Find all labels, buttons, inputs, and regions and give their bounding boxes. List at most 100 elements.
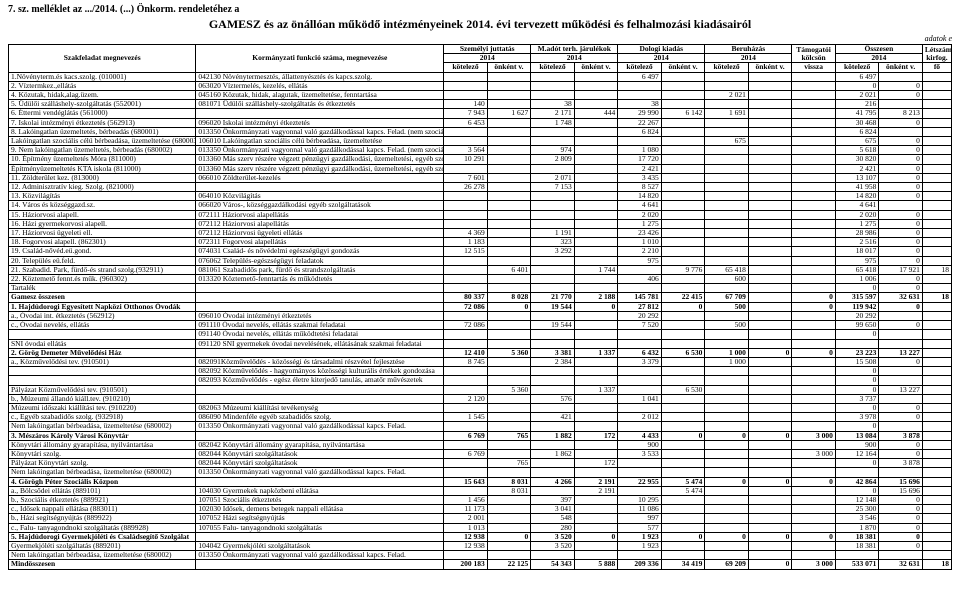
cell-value <box>444 127 488 136</box>
cell-value <box>705 376 749 385</box>
cell-value <box>748 146 792 155</box>
cell-value <box>574 468 618 477</box>
cell-value: 19 544 <box>531 321 575 330</box>
table-row: b., Szociális étkeztetés (889921)107051 … <box>9 495 952 504</box>
table-row: c., Egyéb szabadidős szolg. (932918)0860… <box>9 413 952 422</box>
cell-value: 7 153 <box>531 183 575 192</box>
cell-value <box>661 247 705 256</box>
cell-value: 8 213 <box>879 109 923 118</box>
top-annotation: 7. sz. melléklet az .../2014. (...) Önko… <box>8 4 952 15</box>
cell-value <box>792 173 836 182</box>
cell-value: 18 381 <box>835 541 879 550</box>
cell-value: 18 <box>922 265 951 274</box>
cell-func <box>196 302 444 311</box>
cell-task: 7. Iskolai intézményi étkeztetés (562913… <box>9 118 196 127</box>
cell-value: 975 <box>835 256 879 265</box>
cell-value: 32 631 <box>879 560 923 569</box>
cell-value: 0 <box>835 376 879 385</box>
cell-value <box>444 339 488 348</box>
cell-task: b., Házi segítségnyújtás (889922) <box>9 514 196 523</box>
cell-value <box>574 376 618 385</box>
cell-value: 3 564 <box>444 146 488 155</box>
cell-task: 1.Növényterm.és kacs.szolg. (010001) <box>9 72 196 81</box>
cell-value <box>444 311 488 320</box>
cell-value <box>705 72 749 81</box>
cell-value: 1 748 <box>531 118 575 127</box>
cell-value <box>661 403 705 412</box>
table-row: 2. Görög Demeter Művelődési Ház12 4105 3… <box>9 348 952 357</box>
cell-value <box>487 505 531 514</box>
cell-task: Múzeumi időszaki kiállítási tev. (910220… <box>9 403 196 412</box>
cell-value <box>661 311 705 320</box>
cell-value <box>705 100 749 109</box>
cell-task: 10. Építmény üzemeltetés Móra (811000) <box>9 155 196 164</box>
cell-value: 0 <box>879 155 923 164</box>
cell-value: 1 870 <box>835 523 879 532</box>
th-y2: 2014 <box>531 54 618 63</box>
cell-value <box>705 210 749 219</box>
cell-value <box>487 394 531 403</box>
cell-value <box>487 523 531 532</box>
cell-value <box>487 339 531 348</box>
cell-value <box>574 440 618 449</box>
cell-task: Nem lakóingatlan bérbeadása, üzemeltetés… <box>9 551 196 560</box>
cell-value <box>922 183 951 192</box>
cell-value: 0 <box>879 146 923 155</box>
cell-func: 082092 Közművelődés - hagyományos közöss… <box>196 367 444 376</box>
cell-task: 15. Háziorvosi alapell. <box>9 210 196 219</box>
cell-value: 315 597 <box>835 293 879 302</box>
cell-value <box>705 459 749 468</box>
cell-value: 15 696 <box>879 477 923 486</box>
cell-value: 3 878 <box>879 459 923 468</box>
cell-value <box>748 403 792 412</box>
cell-value <box>705 284 749 293</box>
cell-value <box>661 118 705 127</box>
cell-value: 0 <box>879 532 923 541</box>
cell-value: 140 <box>444 100 488 109</box>
table-row: 15. Háziorvosi alapell.072111 Háziorvosi… <box>9 210 952 219</box>
table-row: 11. Zöldterület kez. (813000)066010 Zöld… <box>9 173 952 182</box>
cell-value <box>531 275 575 284</box>
cell-value <box>705 311 749 320</box>
table-row: Nem lakóingatlan bérbeadása, üzemeltetés… <box>9 422 952 431</box>
cell-value: 2 020 <box>835 210 879 219</box>
table-row: Mindösszesen200 18322 12554 3435 888209 … <box>9 560 952 569</box>
cell-value <box>879 468 923 477</box>
cell-value <box>792 551 836 560</box>
budget-table: Szakfeladat megnevezés Kormányzati funkc… <box>8 44 952 570</box>
cell-value <box>661 394 705 403</box>
cell-value: 2 421 <box>835 164 879 173</box>
cell-value <box>792 81 836 90</box>
cell-task: 5. Hajdúdorogi Gyermekjóléti és Családse… <box>9 532 196 541</box>
cell-value: 12 164 <box>835 449 879 458</box>
cell-value <box>792 541 836 550</box>
cell-value <box>487 275 531 284</box>
cell-func <box>196 431 444 440</box>
cell-value <box>879 339 923 348</box>
cell-value: 577 <box>618 523 662 532</box>
cell-value: 0 <box>879 541 923 550</box>
cell-value <box>792 523 836 532</box>
table-row: 13. Közvilágítás064010 Közvilágítás14 82… <box>9 192 952 201</box>
cell-func: 096010 Óvodai intézményi étkeztetés <box>196 311 444 320</box>
cell-value <box>922 459 951 468</box>
cell-value <box>792 367 836 376</box>
cell-value: 2 191 <box>574 477 618 486</box>
cell-value: 18 381 <box>835 532 879 541</box>
cell-value <box>792 247 836 256</box>
table-row: c., Idősek nappali ellátása (883011)1020… <box>9 505 952 514</box>
cell-value <box>792 311 836 320</box>
table-row: 4. Görögh Péter Szociális Közpon15 6438 … <box>9 477 952 486</box>
cell-value <box>661 81 705 90</box>
cell-func: 045160 Közutak, hidak, alagutak, üzemelt… <box>196 91 444 100</box>
cell-value <box>444 275 488 284</box>
cell-value <box>618 376 662 385</box>
cell-value: 2 188 <box>574 293 618 302</box>
cell-value: 0 <box>879 247 923 256</box>
cell-value <box>748 109 792 118</box>
cell-value <box>748 72 792 81</box>
cell-value <box>487 311 531 320</box>
cell-value <box>705 81 749 90</box>
cell-value <box>705 422 749 431</box>
table-row: b., Házi segítségnyújtás (889922)107052 … <box>9 514 952 523</box>
